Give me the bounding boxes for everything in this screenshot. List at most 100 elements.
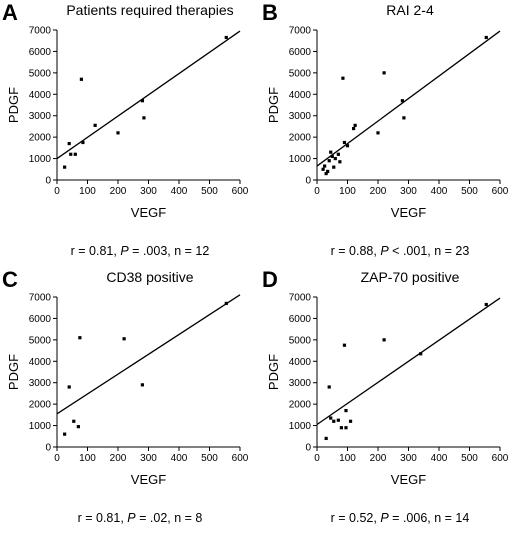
y-tick-label: 2000 [289,400,312,411]
y-tick-label: 6000 [289,47,312,58]
x-tick-label: 400 [431,186,448,197]
x-tick-label: 200 [110,453,127,464]
y-tick-label: 2000 [289,133,312,144]
n-value: n = 12 [174,244,209,258]
x-tick-label: 500 [461,453,478,464]
data-point [485,303,488,306]
data-point [341,77,344,80]
x-axis-label: VEGF [131,472,166,487]
data-point [344,409,347,412]
data-point [69,153,72,156]
data-point [81,141,84,144]
x-tick-label: 600 [492,453,509,464]
x-tick-label: 600 [232,453,249,464]
y-tick-label: 0 [305,443,311,454]
regression-line [317,31,500,166]
y-tick-label: 4000 [289,357,312,368]
data-point [322,168,325,171]
data-point [383,71,386,74]
data-point [141,383,144,386]
data-point [323,164,326,167]
y-tick-label: 6000 [289,314,312,325]
scatter-plot-b: 0 100 200 300 400 500 600010002000300040005000… [260,0,520,267]
x-tick-label: 0 [314,186,320,197]
y-axis-label: PDGF [266,354,281,390]
x-axis-label: VEGF [131,205,166,220]
panel-b: B RAI 2-4 0 100 200 300 400 500 600 0 1000 2000 30… [260,0,520,267]
x-tick-label: 300 [140,453,157,464]
y-tick-label: 4000 [29,90,52,101]
x-tick-label: 500 [201,453,218,464]
y-axis-label: PDGF [6,87,21,123]
x-axis-label: VEGF [391,205,426,220]
y-tick-label: 2000 [29,400,52,411]
stats-caption: r = 0.81, P = .003, n = 12 [30,244,250,258]
data-point [343,344,346,347]
data-point [77,425,80,428]
data-point [68,142,71,145]
p-label: P [120,244,128,258]
n-value: n = 8 [174,511,202,525]
x-tick-label: 100 [339,186,356,197]
y-tick-label: 5000 [289,68,312,79]
data-point [72,420,75,423]
y-tick-label: 0 [45,176,51,187]
regression-line [57,295,240,414]
x-tick-label: 200 [370,453,387,464]
data-point [376,131,379,134]
x-tick-label: 300 [140,186,157,197]
x-tick-label: 500 [201,186,218,197]
p-value: = .003, [132,244,171,258]
y-tick-label: 1000 [289,421,312,432]
data-point [325,437,328,440]
data-point [328,159,331,162]
data-point [340,426,343,429]
r-value: r = 0.81, [71,244,117,258]
y-tick-label: 6000 [29,47,52,58]
y-tick-label: 7000 [289,26,312,37]
stats-caption: r = 0.81, P = .02, n = 8 [30,511,250,525]
scatter-plot-d: 0 100 200 300 400 500 600010002000300040005000… [260,267,520,534]
y-tick-label: 0 [305,176,311,187]
x-tick-label: 400 [171,186,188,197]
n-value: n = 23 [434,244,469,258]
y-tick-label: 0 [45,443,51,454]
x-tick-label: 400 [431,453,448,464]
y-axis-label: PDGF [6,354,21,390]
y-tick-label: 3000 [29,378,52,389]
r-value: r = 0.88, [331,244,377,258]
x-tick-label: 200 [110,186,127,197]
data-point [142,116,145,119]
panel-d: D ZAP-70 positive 0 100 200 300 400 500 600 0 10… [260,267,520,534]
data-point [326,170,329,173]
y-tick-label: 5000 [29,335,52,346]
p-label: P [127,511,135,525]
y-tick-label: 4000 [29,357,52,368]
data-point [78,336,81,339]
p-value: = .006, [392,511,431,525]
data-point [141,99,144,102]
x-tick-label: 100 [79,186,96,197]
x-tick-label: 600 [492,186,509,197]
x-tick-label: 0 [54,453,60,464]
x-tick-label: 200 [370,186,387,197]
y-tick-label: 6000 [29,314,52,325]
data-point [63,166,66,169]
y-tick-label: 3000 [289,378,312,389]
data-point [329,416,332,419]
y-tick-label: 7000 [29,293,52,304]
regression-line [57,31,240,159]
regression-line [317,298,500,424]
p-value: = .02, [139,511,171,525]
data-point [346,144,349,147]
y-tick-label: 7000 [29,26,52,37]
data-point [337,419,340,422]
y-tick-label: 2000 [29,133,52,144]
x-tick-label: 300 [400,453,417,464]
data-point [419,352,422,355]
x-axis-label: VEGF [391,472,426,487]
p-label: P [380,511,388,525]
data-point [63,433,66,436]
x-tick-label: 300 [400,186,417,197]
scatter-plot-c: 0 100 200 300 400 500 600010002000300040005000… [0,267,260,534]
